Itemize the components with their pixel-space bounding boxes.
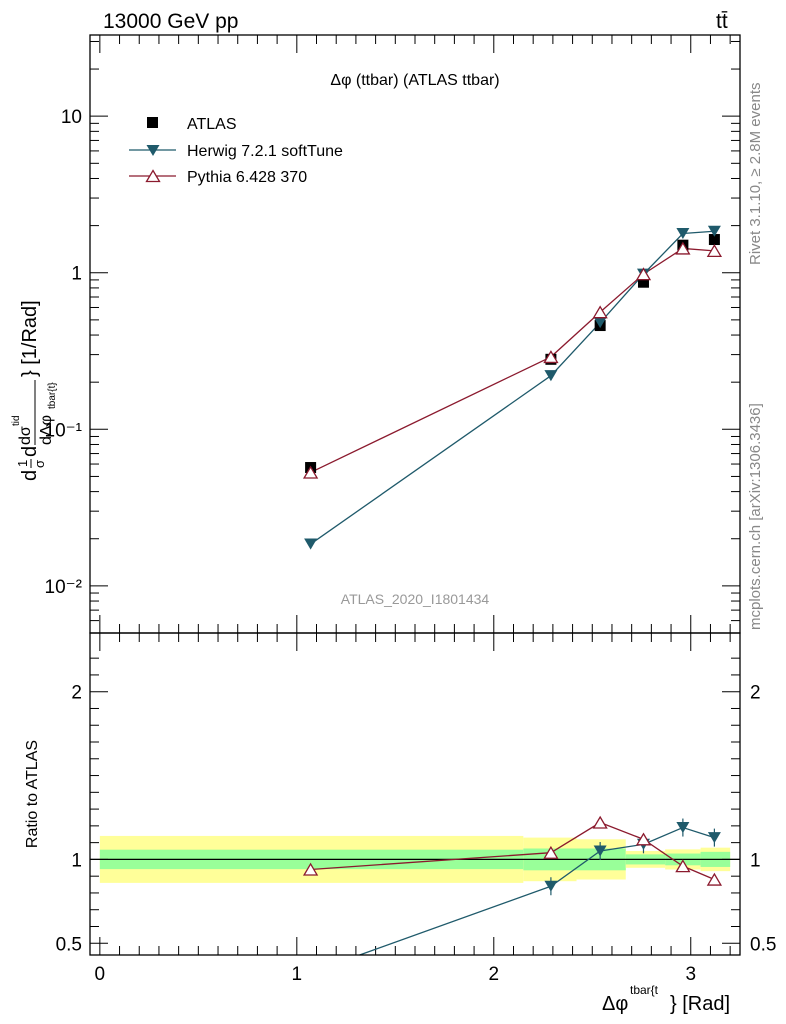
- ylabel-subscript: tbar{t}: [47, 382, 58, 409]
- pythia-ratio-point: [302, 862, 319, 876]
- svg-text:d: d: [19, 470, 41, 481]
- process-label: tt̄: [716, 10, 728, 33]
- ratio-y-tick-label-right: 1: [750, 850, 761, 871]
- herwig-point: [707, 225, 721, 237]
- pythia-point: [302, 465, 319, 479]
- ylabel-superscript: tid: [11, 415, 22, 426]
- ylabel-dsigma: dσ: [17, 426, 34, 445]
- herwig-ratio-point: [707, 832, 721, 844]
- legend: ATLAS Herwig 7.2.1 softTune Pythia 6.428…: [129, 116, 343, 186]
- atlas-data-point: [637, 276, 649, 288]
- ratio-frame: [89, 632, 741, 956]
- herwig-point: [676, 228, 690, 240]
- herwig-ratio-point: [676, 822, 690, 834]
- legend-label-pythia: Pythia 6.428 370: [187, 169, 307, 186]
- pythia-point: [635, 267, 652, 281]
- x-axis-label: Δφ tbar{t } [Rad]: [602, 983, 730, 1015]
- ylabel-d2: d: [19, 446, 41, 457]
- herwig-point: [304, 538, 318, 550]
- ylabel-unit: } [1/Rad]: [19, 300, 41, 377]
- pythia-point: [675, 241, 691, 255]
- ratio-y-tick-label-left: 0.5: [56, 934, 82, 955]
- ratio-y-tick-label-right: 0.5: [750, 934, 776, 955]
- y-axis-label: d 1 σ d dσ tid dΔφ tbar{t} } [1/Rad]: [11, 300, 58, 481]
- legend-marker-pythia: [145, 169, 161, 183]
- pythia-ratio-point: [543, 845, 559, 859]
- ratio-line-herwig: [359, 826, 715, 956]
- ylabel-d: d: [19, 470, 41, 481]
- energy-label: 13000 GeV pp: [103, 10, 238, 33]
- ylabel-frac-den: σ: [32, 460, 47, 468]
- main-y-tick-label: 10⁻²: [45, 577, 83, 598]
- x-tick-label: 0: [95, 964, 106, 985]
- x-tick-label: 3: [685, 964, 696, 985]
- herwig-ratio-point: [593, 845, 607, 857]
- ylabel-frac-num: 1: [15, 460, 30, 467]
- pythia-ratio-point: [706, 872, 723, 886]
- pythia-point: [543, 350, 559, 364]
- xlabel-superscript: tbar{t: [630, 983, 659, 997]
- main-y-tick-label: 10⁻¹: [45, 420, 83, 441]
- main-panel: 10 1 10⁻¹ 10⁻² Δφ (ttbar) (ATLAS ttbar) ATL…: [11, 34, 741, 634]
- mcplots-label: mcplots.cern.ch [arXiv:1306.3436]: [747, 403, 764, 630]
- rivet-version-label: Rivet 3.1.10, ≥ 2.8M events: [747, 83, 764, 266]
- ratio-y-tick-label-left: 1: [71, 850, 82, 871]
- main-y-tick-label: 1: [71, 264, 82, 285]
- ratio-y-axis-label: Ratio to ATLAS: [24, 740, 41, 848]
- legend-label-herwig: Herwig 7.2.1 softTune: [187, 143, 343, 160]
- x-tick-label: 1: [292, 964, 303, 985]
- series-line-herwig: [310, 230, 715, 545]
- herwig-ratio-point: [544, 880, 558, 892]
- legend-label-atlas: ATLAS: [187, 116, 237, 133]
- series-line-pythia: [310, 247, 715, 474]
- plot-title: Δφ (ttbar) (ATLAS ttbar): [330, 72, 499, 89]
- main-axis-ticks: 10 1 10⁻¹ 10⁻²: [45, 35, 740, 634]
- ratio-series-layer: [302, 815, 723, 956]
- pythia-point: [706, 244, 723, 258]
- herwig-point: [544, 370, 558, 382]
- ratio-axis-ticks: 0 1 2 3 0.5 1 2 0.5 1 2: [56, 633, 776, 985]
- main-y-tick-label: 10: [61, 107, 82, 128]
- pythia-ratio-point: [675, 859, 691, 873]
- ratio-panel: 0 1 2 3 0.5 1 2 0.5 1 2 Ratio to ATLAS: [24, 632, 776, 985]
- pythia-ratio-point: [635, 832, 652, 846]
- x-tick-label: 2: [488, 964, 499, 985]
- xlabel-symbol: Δφ: [602, 993, 628, 1015]
- legend-marker-atlas: [147, 117, 158, 128]
- ratio-y-tick-label-right: 2: [750, 683, 761, 704]
- analysis-watermark: ATLAS_2020_I1801434: [341, 591, 490, 607]
- pythia-ratio-point: [592, 815, 608, 829]
- ratio-y-tick-label-left: 2: [71, 683, 82, 704]
- ylabel-dphi: dΔφ: [38, 415, 55, 445]
- main-series-layer: [302, 225, 723, 550]
- legend-marker-herwig: [146, 145, 160, 156]
- herwig-point: [593, 317, 607, 329]
- pythia-point: [592, 305, 608, 319]
- xlabel-unit: } [Rad]: [670, 993, 730, 1015]
- atlas-data-point: [708, 234, 720, 246]
